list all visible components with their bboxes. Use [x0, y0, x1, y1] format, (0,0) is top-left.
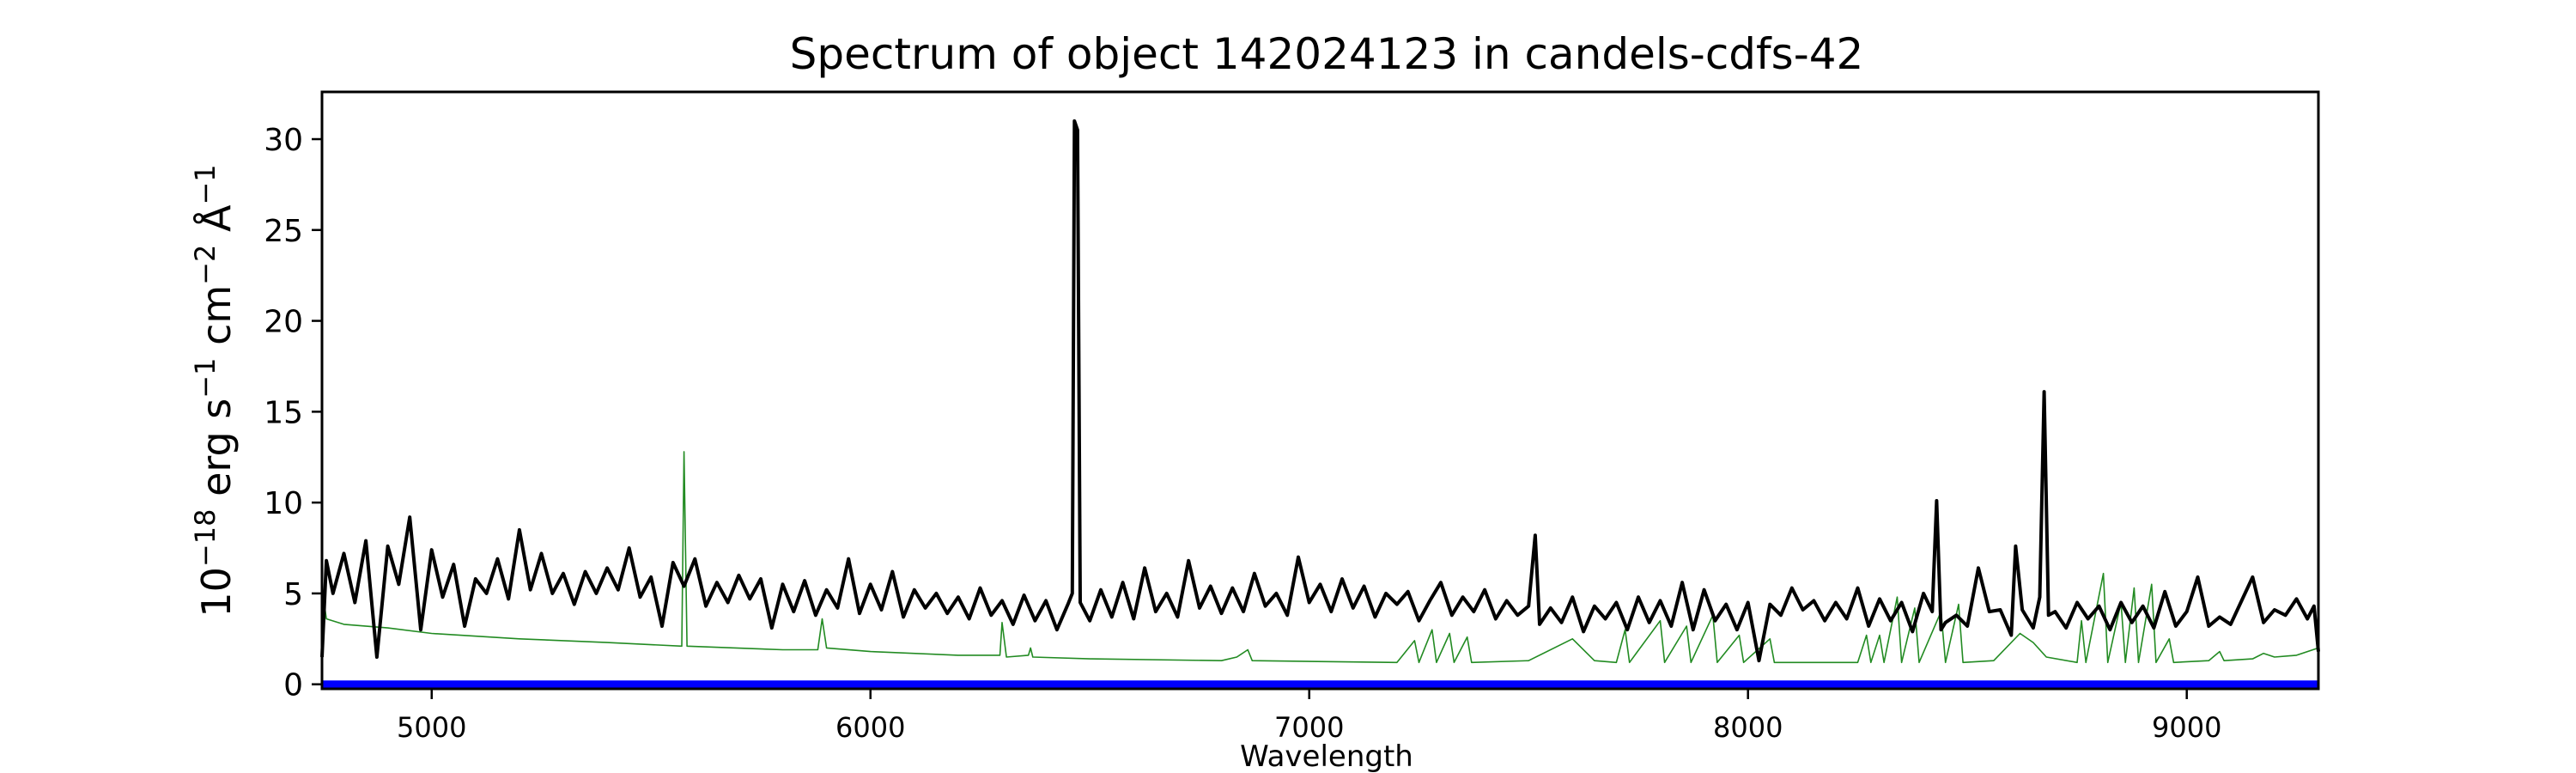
series-line-flux — [320, 119, 2320, 663]
series-layer — [320, 119, 2320, 689]
y-axis-label: 10−18 erg s−1 cm−2 Å−1 — [189, 164, 240, 617]
y-tick-label: 5 — [283, 577, 303, 612]
y-label-text: 10 — [193, 567, 240, 618]
y-tick-label: 0 — [283, 668, 303, 703]
x-tick-label: 7000 — [1274, 711, 1344, 744]
y-label-exponent: −2 — [189, 245, 222, 285]
chart-title: Spectrum of object 142024123 in candels-… — [790, 29, 1864, 79]
y-tick-label: 30 — [264, 123, 303, 158]
y-label-exponent: −1 — [189, 358, 222, 399]
x-tick-label: 9000 — [2152, 711, 2221, 744]
y-label-text: cm — [193, 285, 240, 358]
y-tick-label: 15 — [264, 395, 303, 430]
y-label-exponent: −1 — [189, 164, 222, 204]
x-tick-label: 5000 — [397, 711, 466, 744]
ticks-layer: 5000 6000 7000 8000 9000 0 5 10 15 20 25 30 — [264, 123, 2221, 744]
x-axis-label: Wavelength — [1240, 740, 1413, 773]
y-tick-label: 25 — [264, 214, 303, 249]
y-tick-label: 20 — [264, 305, 303, 340]
y-label-exponent: −18 — [189, 509, 222, 568]
y-tick-label: 10 — [264, 486, 303, 521]
plot-frame — [320, 90, 2320, 691]
y-label-text: Å — [193, 204, 240, 245]
y-label-text: erg s — [193, 399, 240, 509]
x-tick-label: 6000 — [835, 711, 905, 744]
x-tick-label: 8000 — [1713, 711, 1783, 744]
series-line-sky — [321, 451, 2319, 664]
